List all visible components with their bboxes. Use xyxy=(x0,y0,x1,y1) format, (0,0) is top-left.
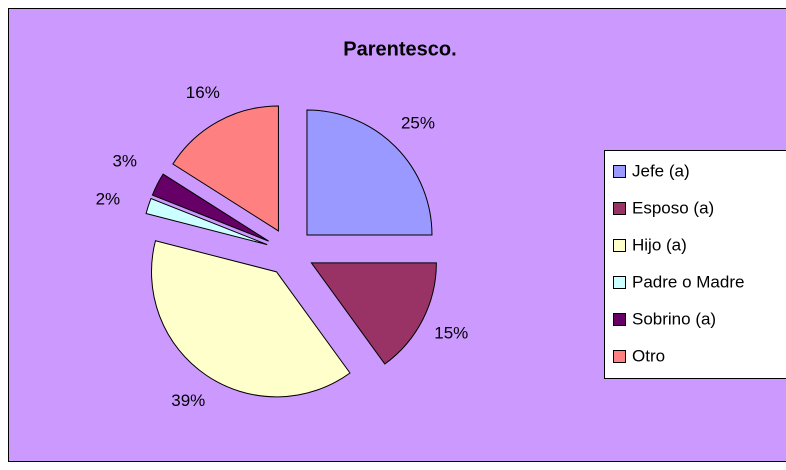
chart-title: Parentesco. xyxy=(343,38,456,60)
legend-label: Hijo (a) xyxy=(632,235,687,254)
legend-label: Sobrino (a) xyxy=(632,309,716,328)
pie-slice xyxy=(172,105,279,232)
data-label: 39% xyxy=(171,391,205,410)
data-label: 25% xyxy=(401,113,435,132)
pie-slice xyxy=(310,262,437,365)
legend-label: Otro xyxy=(632,346,665,365)
legend-swatch xyxy=(613,313,626,326)
pie-slice xyxy=(151,240,351,398)
data-label: 15% xyxy=(434,324,468,343)
legend-swatch xyxy=(613,165,626,178)
data-label: 3% xyxy=(112,151,137,170)
pie-slice xyxy=(306,109,433,236)
legend-label: Jefe (a) xyxy=(632,161,690,180)
legend xyxy=(604,150,786,379)
pie-slice xyxy=(151,173,269,242)
data-label: 2% xyxy=(96,190,121,209)
legend-swatch xyxy=(613,239,626,252)
data-label: 16% xyxy=(186,83,220,102)
pie-slice xyxy=(145,197,268,246)
legend-swatch xyxy=(613,202,626,215)
legend-swatch xyxy=(613,350,626,363)
legend-swatch xyxy=(613,276,626,289)
legend-label: Esposo (a) xyxy=(632,198,714,217)
legend-label: Padre o Madre xyxy=(632,272,744,291)
